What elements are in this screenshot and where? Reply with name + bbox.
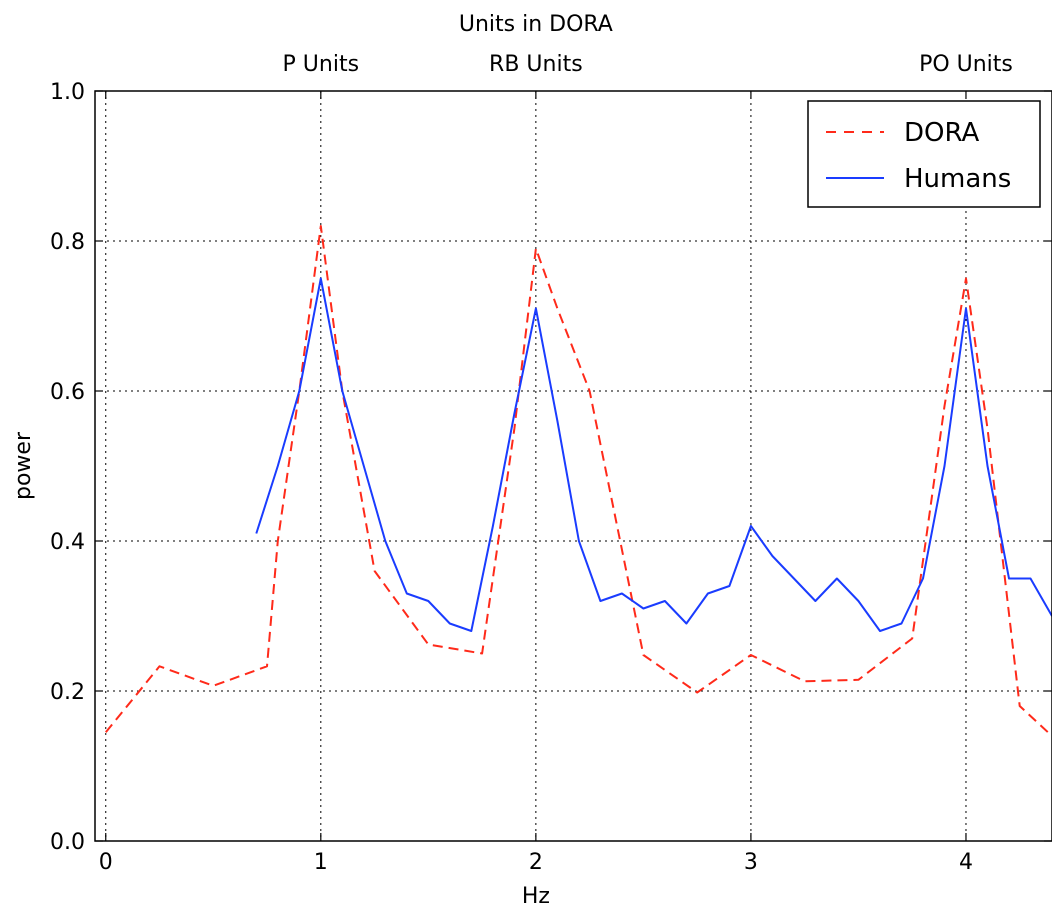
legend-label-humans: Humans (904, 164, 1011, 194)
y-tick-label-2: 0.4 (50, 530, 85, 555)
ticks-layer (95, 90, 1052, 842)
series-layer (105, 225, 1052, 737)
plot-area (105, 225, 1052, 737)
x-tick-label-3: 3 (744, 850, 758, 875)
top-axis-label-2: PO Units (919, 52, 1013, 77)
x-tick-label-0: 0 (99, 850, 113, 875)
x-tick-label-4: 4 (959, 850, 973, 875)
legend-label-dora: DORA (904, 118, 979, 148)
y-tick-label-5: 1.0 (50, 80, 85, 105)
y-tick-label-0: 0.0 (50, 830, 85, 855)
top-axis-title: Units in DORA (459, 12, 613, 37)
top-axis-label-1: RB Units (489, 52, 583, 77)
y-tick-label-1: 0.2 (50, 680, 85, 705)
series-line-humans (255, 277, 1052, 632)
legend: DORA Humans (807, 100, 1041, 208)
labels-layer: 0 1 2 3 4 0.0 0.2 0.4 0.6 0.8 1.0 P Units RB Units PO… (50, 52, 1013, 875)
x-tick-label-1: 1 (314, 850, 328, 875)
x-tick-label-2: 2 (529, 850, 543, 875)
y-tick-label-3: 0.6 (50, 380, 85, 405)
legend-box (807, 100, 1041, 208)
series-line-dora (105, 225, 1052, 737)
plot-frame (94, 90, 1052, 842)
y-tick-label-4: 0.8 (50, 230, 85, 255)
x-axis-title: Hz (522, 884, 550, 909)
y-axis-title: power (11, 431, 36, 500)
top-axis-label-0: P Units (283, 52, 360, 77)
grid-layer (95, 90, 1052, 842)
